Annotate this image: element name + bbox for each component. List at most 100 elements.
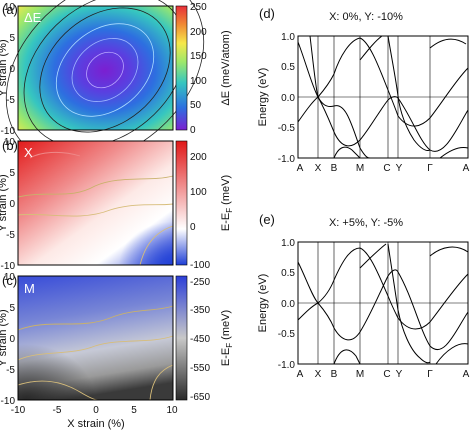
colorbar-tick-label: 100 <box>190 76 207 87</box>
contour-line <box>55 23 155 117</box>
colorbar-tick-label: 0 <box>190 222 196 233</box>
panel-d-plot <box>297 35 469 159</box>
x-tick-label: 5 <box>131 405 137 416</box>
y-tick-label: 0.0 <box>281 299 295 310</box>
contour-line <box>29 151 81 159</box>
colorbar-tick-label: 100 <box>190 187 207 198</box>
kpoint-label: Γ <box>427 369 433 380</box>
contour-line <box>17 305 174 331</box>
panel-b-colorbar-ticks: 200 100 0 -100 <box>190 152 210 271</box>
colorbar-tick-label: -250 <box>190 277 210 288</box>
y-tick-label: 5 <box>9 33 15 44</box>
y-axis-label: Y strain (%) <box>0 309 9 366</box>
contour-line <box>17 175 174 198</box>
panel-c-xticks: -10 -5 0 5 10 <box>11 405 178 416</box>
kpoint-label: X <box>315 369 322 380</box>
panel-d-kpath: A X B M C Y Γ A <box>297 163 470 174</box>
colorbar-tick-label: 150 <box>190 51 207 62</box>
band-line <box>429 246 469 257</box>
contour-line <box>17 203 174 217</box>
panel-c-colorbar-label: E-EF (meV) <box>220 310 234 366</box>
panel-b-colorbar-label: E-EF (meV) <box>220 175 234 231</box>
panel-c-xlabel: X strain (%) <box>67 418 124 430</box>
panel-e: (e) X: +5%, Y: -5% <box>257 212 470 380</box>
panel-a-ylabel: Y strain (%) <box>0 39 9 96</box>
panel-b: (b) X 10 5 0 -5 -10 200 100 0 -100 E-EF … <box>1 137 234 272</box>
panel-e-frame <box>297 241 469 365</box>
contour-line <box>71 38 139 102</box>
band-line <box>439 147 469 159</box>
kpoint-label: Y <box>396 369 403 380</box>
y-tick-label: -0.5 <box>278 329 296 340</box>
band-line <box>359 243 387 269</box>
contour-line <box>139 225 174 266</box>
kpoint-label: Γ <box>427 163 433 174</box>
colorbar-tick-label: 250 <box>190 2 207 13</box>
panel-c-heatmap-dark-corner <box>18 276 173 400</box>
panel-e-plot <box>297 241 469 365</box>
panel-b-contours <box>17 151 174 266</box>
contour-line <box>39 7 171 133</box>
y-tick-label: -10 <box>1 396 16 407</box>
y-tick-label: 10 <box>4 2 16 13</box>
panel-a-colorbar-ticks: 250 200 150 100 50 0 <box>190 2 207 136</box>
band-line <box>359 35 383 61</box>
colorbar-tick-label: -550 <box>190 363 210 374</box>
y-tick-label: 0 <box>9 334 15 345</box>
panel-e-kpath: A X B M C Y Γ A <box>297 369 470 380</box>
panel-e-bands <box>297 243 469 365</box>
panel-b-label: (b) <box>2 138 18 153</box>
panel-c-label: (c) <box>2 273 17 288</box>
panel-d: (d) X: 0%, Y: -10% <box>257 6 470 174</box>
panel-a-colorbar <box>175 5 188 131</box>
colorbar-tick-label: -650 <box>190 392 210 403</box>
panel-c-contours <box>17 305 174 401</box>
kpoint-label: C <box>383 369 390 380</box>
contour-line <box>17 335 174 361</box>
contour-line <box>17 380 99 401</box>
panel-a-frame <box>17 5 174 131</box>
panel-b-yticks: 10 5 0 -5 -10 <box>1 137 16 272</box>
y-tick-label: -5 <box>6 230 15 241</box>
y-tick-label: -5 <box>6 95 15 106</box>
contour-line <box>86 51 124 89</box>
panel-d-ylabel: Energy (eV) <box>257 68 269 127</box>
x-tick-label: 0 <box>93 405 99 416</box>
colorbar-tick-label: 50 <box>190 100 202 111</box>
band-line <box>387 243 431 364</box>
y-tick-label: 0 <box>9 64 15 75</box>
kpoint-label: B <box>331 163 338 174</box>
y-tick-label: 0 <box>9 199 15 210</box>
y-tick-label: -1.0 <box>278 154 296 165</box>
panel-b-colorbar <box>175 140 188 266</box>
kpoint-label: A <box>463 369 470 380</box>
panel-e-ylabel: Energy (eV) <box>257 274 269 333</box>
colorbar-tick-label: -350 <box>190 305 210 316</box>
x-tick-label: -10 <box>11 405 26 416</box>
kpoint-label: M <box>356 163 364 174</box>
band-line <box>297 261 469 350</box>
kpoint-label: M <box>356 369 364 380</box>
kpoint-label: B <box>331 369 338 380</box>
panel-d-bands <box>297 35 469 159</box>
panel-e-title: X: +5%, Y: -5% <box>329 217 403 229</box>
band-line <box>333 349 361 365</box>
kpoint-label: C <box>383 163 390 174</box>
y-tick-label: 10 <box>4 137 16 148</box>
kpoint-label: X <box>315 163 322 174</box>
band-line <box>429 38 467 49</box>
panel-e-yticks: 1.0 0.5 0.0 -0.5 -1.0 <box>278 238 296 371</box>
panel-d-yticks: 1.0 0.5 0.0 -0.5 -1.0 <box>278 32 296 165</box>
band-line <box>333 146 361 159</box>
panel-a: (a) ΔE 10 5 0 -5 -10 Y strain (%) 250 <box>0 0 232 164</box>
panel-a-label: (a) <box>2 2 18 17</box>
panel-a-yticks: 10 5 0 -5 -10 <box>1 2 16 137</box>
y-tick-label: 0.5 <box>281 62 295 73</box>
y-tick-label: 0.0 <box>281 93 295 104</box>
colorbar-tick-label: 200 <box>190 27 207 38</box>
panel-a-inset-label: ΔE <box>24 10 42 25</box>
panel-a-heatmap <box>5 0 205 164</box>
y-axis-label: Y strain (%) <box>0 174 9 231</box>
y-tick-label: 0.5 <box>281 268 295 279</box>
